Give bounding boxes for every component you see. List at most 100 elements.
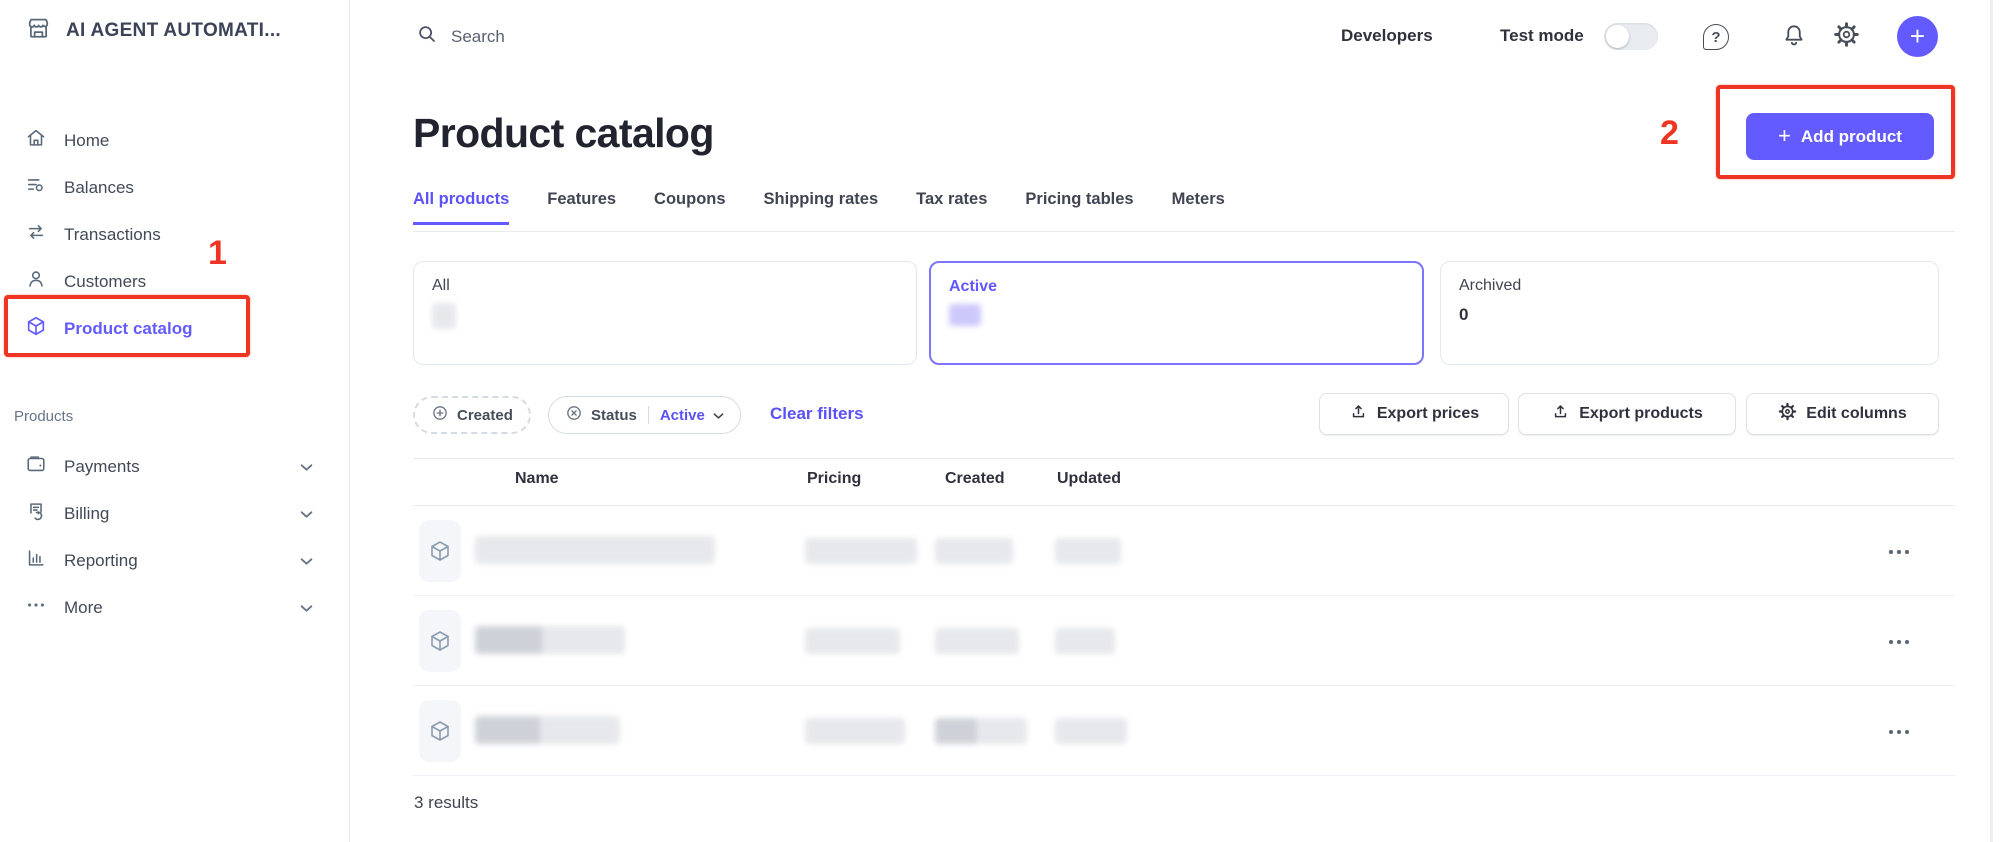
sidebar-products-nav: Payments Billing Reporting More xyxy=(0,443,349,631)
product-thumbnail xyxy=(419,610,461,672)
product-thumbnail xyxy=(419,700,461,762)
table-header-divider xyxy=(413,505,1955,506)
catalog-tabs: All products Features Coupons Shipping r… xyxy=(413,190,1225,225)
stat-card-active[interactable]: Active xyxy=(929,261,1424,365)
sidebar-item-billing[interactable]: Billing xyxy=(0,490,349,537)
storefront-icon xyxy=(26,16,51,46)
created-filter-pill[interactable]: Created xyxy=(413,396,531,434)
account-name: AI AGENT AUTOMATI... xyxy=(66,20,281,41)
table-row[interactable] xyxy=(413,506,1955,596)
row-overflow-button[interactable] xyxy=(1885,636,1913,648)
column-header-pricing: Pricing xyxy=(807,470,862,487)
archived-count: 0 xyxy=(1459,305,1469,324)
search-placeholder: Search xyxy=(451,26,505,46)
add-product-button[interactable]: + Add product xyxy=(1746,113,1934,160)
edit-columns-button[interactable]: Edit columns xyxy=(1746,393,1939,435)
sidebar-item-home[interactable]: Home xyxy=(0,117,349,164)
sidebar-item-customers[interactable]: Customers xyxy=(0,258,349,305)
gear-icon xyxy=(1778,402,1797,426)
stat-card-archived[interactable]: Archived 0 xyxy=(1440,261,1939,365)
table-row[interactable] xyxy=(413,686,1955,776)
product-thumbnail xyxy=(419,520,461,582)
export-products-button[interactable]: Export products xyxy=(1518,393,1736,435)
clear-filters-link[interactable]: Clear filters xyxy=(770,404,864,423)
tab-shipping-rates[interactable]: Shipping rates xyxy=(763,190,879,208)
row-overflow-button[interactable] xyxy=(1885,546,1913,558)
home-icon xyxy=(25,127,47,154)
tab-features[interactable]: Features xyxy=(547,190,617,208)
redacted-value xyxy=(949,304,981,326)
column-header-name: Name xyxy=(515,470,559,487)
column-header-created: Created xyxy=(945,470,1005,487)
redacted-name xyxy=(475,716,620,744)
help-button[interactable]: ? xyxy=(1700,21,1732,53)
sidebar-item-product-catalog[interactable]: Product catalog xyxy=(0,305,349,352)
sidebar: AI AGENT AUTOMATI... Home Balances Trans… xyxy=(0,0,350,842)
export-prices-button[interactable]: Export prices xyxy=(1319,393,1509,435)
row-overflow-button[interactable] xyxy=(1885,726,1913,738)
redacted-updated xyxy=(1055,628,1115,654)
plus-icon: + xyxy=(1909,21,1926,51)
balances-icon xyxy=(25,174,47,201)
circle-plus-icon xyxy=(431,404,449,426)
column-header-updated: Updated xyxy=(1057,470,1121,487)
redacted-updated xyxy=(1055,718,1127,744)
customers-icon xyxy=(25,268,47,295)
stat-card-all[interactable]: All xyxy=(413,261,917,365)
sidebar-item-balances[interactable]: Balances xyxy=(0,164,349,211)
redacted-name xyxy=(475,536,715,564)
status-filter-pill[interactable]: Status Active xyxy=(548,396,741,434)
redacted-created xyxy=(935,718,1027,744)
reporting-icon xyxy=(25,547,47,574)
annotation-number-1: 1 xyxy=(208,234,227,272)
scrollbar[interactable] xyxy=(1990,0,1993,842)
tab-coupons[interactable]: Coupons xyxy=(654,190,726,208)
billing-icon xyxy=(25,500,47,527)
chevron-down-icon xyxy=(300,457,313,477)
tab-meters[interactable]: Meters xyxy=(1171,190,1225,208)
developers-link[interactable]: Developers xyxy=(1341,26,1433,45)
help-icon: ? xyxy=(1703,24,1729,50)
table-top-divider xyxy=(413,458,1955,459)
settings-button[interactable] xyxy=(1830,21,1862,53)
redacted-created xyxy=(935,538,1013,564)
redacted-pricing xyxy=(805,718,905,744)
search-input[interactable]: Search xyxy=(416,23,916,50)
account-switcher[interactable]: AI AGENT AUTOMATI... xyxy=(26,16,281,46)
bell-icon xyxy=(1781,22,1807,53)
export-icon xyxy=(1551,402,1570,426)
test-mode-toggle[interactable] xyxy=(1604,23,1658,50)
tab-tax-rates[interactable]: Tax rates xyxy=(916,190,988,208)
chevron-down-icon xyxy=(300,551,313,571)
sidebar-item-transactions[interactable]: Transactions xyxy=(0,211,349,258)
search-icon xyxy=(416,23,438,50)
redacted-created xyxy=(935,628,1019,654)
chevron-down-icon xyxy=(300,598,313,618)
sidebar-nav: Home Balances Transactions Customers Pro… xyxy=(0,117,349,352)
chevron-down-icon xyxy=(300,504,313,524)
add-menu-button[interactable]: + xyxy=(1897,16,1938,57)
redacted-pricing xyxy=(805,628,900,654)
page-title: Product catalog xyxy=(413,110,714,156)
sidebar-item-more[interactable]: More xyxy=(0,584,349,631)
redacted-value xyxy=(432,303,456,329)
annotation-number-2: 2 xyxy=(1660,114,1679,152)
sidebar-item-payments[interactable]: Payments xyxy=(0,443,349,490)
chevron-down-icon xyxy=(713,407,724,424)
plus-icon: + xyxy=(1778,122,1791,148)
gear-icon xyxy=(1833,21,1860,53)
tabs-divider xyxy=(413,231,1955,232)
tab-all-products[interactable]: All products xyxy=(413,190,510,225)
toggle-knob xyxy=(1606,25,1629,48)
tab-pricing-tables[interactable]: Pricing tables xyxy=(1025,190,1134,208)
export-icon xyxy=(1349,402,1368,426)
notifications-button[interactable] xyxy=(1778,21,1810,53)
sidebar-item-reporting[interactable]: Reporting xyxy=(0,537,349,584)
table-row[interactable] xyxy=(413,596,1955,686)
status-value: Active xyxy=(659,406,705,424)
product-catalog-icon xyxy=(25,315,47,342)
redacted-name xyxy=(475,626,625,654)
payments-icon xyxy=(25,453,47,480)
divider xyxy=(647,406,649,424)
